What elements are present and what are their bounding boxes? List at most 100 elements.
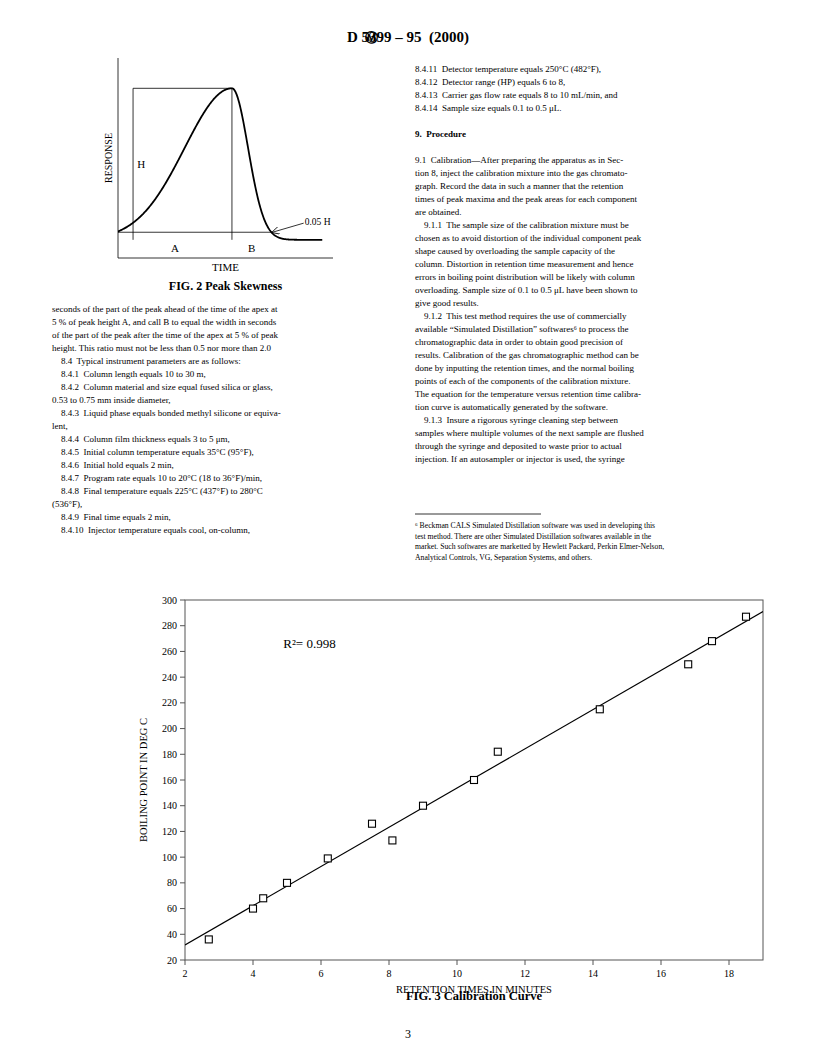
page-title: D 5399 – 95 (2000) [347, 29, 469, 46]
x-tick-label: 8 [387, 968, 392, 979]
body-text: height. This ratio must not be less than… [52, 343, 272, 353]
y-tick-label: 100 [162, 852, 177, 863]
y-tick-label: 200 [162, 723, 177, 734]
body-text: available “Simulated Distillation” softw… [415, 324, 629, 334]
annotation: A [171, 242, 179, 254]
x-tick [321, 960, 322, 965]
body-text: 8.4.4 Column film thickness equals 3 to … [52, 434, 230, 444]
x-tick-label: 4 [251, 968, 256, 979]
body-text: 8.4.13 Carrier gas flow rate equals 8 to… [415, 90, 618, 100]
body-text: 5 % of peak height A, and call B to equa… [52, 317, 277, 327]
y-tick-label: 180 [162, 749, 177, 760]
body-text: give good results. [415, 298, 479, 308]
body-text: 8.4.11 Detector temperature equals 250°C… [415, 64, 601, 74]
body-text: 8.4.2 Column material and size equal fus… [52, 382, 273, 392]
body-text: 8.4.10 Injector temperature equals cool,… [52, 525, 250, 535]
body-text: 8.4.14 Sample size equals 0.1 to 0.5 μL. [415, 103, 562, 113]
x-axis-line [118, 258, 333, 259]
section-heading: 9. Procedure [415, 129, 466, 139]
body-text: 8.4.7 Program rate equals 10 to 20°C (18… [52, 473, 262, 483]
x-tick-label: 2 [183, 968, 188, 979]
body-text: 9.1.2 This test method requires the use … [415, 311, 627, 321]
body-text: (536°F), [52, 499, 82, 509]
body-text: The equation for the temperature versus … [415, 389, 641, 399]
y-tick-label: 40 [167, 929, 177, 940]
point [709, 638, 716, 645]
footnote: test method. There are other Simulated D… [415, 532, 652, 541]
point [260, 895, 267, 902]
y-tick-label: 160 [162, 775, 177, 786]
chart-title: FIG. 2 Peak Skewness [169, 279, 283, 293]
body-text: 8.4.12 Detector range (HP) equals 6 to 8… [415, 77, 565, 87]
fit-line [185, 611, 763, 944]
body-text: are obtained. [415, 207, 461, 217]
x-tick-label: 12 [520, 968, 530, 979]
point [250, 905, 257, 912]
y-tick [180, 702, 185, 703]
body-text: 0.53 to 0.75 mm inside diameter, [52, 395, 171, 405]
x-tick-label: 18 [724, 968, 734, 979]
y-tick-label: 240 [162, 672, 177, 683]
y-tick [180, 857, 185, 858]
point [324, 855, 331, 862]
schematic-peak [118, 88, 322, 240]
footnote: ⁶ Beckman CALS Simulated Distillation so… [415, 521, 655, 530]
y-tick-label: 120 [162, 826, 177, 837]
footnote-rule [415, 514, 541, 515]
body-text: seconds of the part of the peak ahead of… [52, 304, 278, 314]
y-axis-label: RESPONSE [103, 133, 114, 183]
x-axis-label: TIME [212, 261, 239, 273]
y-axis-line [118, 58, 119, 258]
point [389, 837, 396, 844]
body-text: chosen as to avoid distortion of the ind… [415, 233, 642, 243]
x-tick-label: 10 [452, 968, 462, 979]
body-text: 8.4.6 Initial hold equals 2 min, [52, 460, 174, 470]
y-tick-label: 260 [162, 646, 177, 657]
point [685, 661, 692, 668]
body-text: done by inputting the retention times, a… [415, 363, 634, 373]
x-tick [729, 960, 730, 965]
point [471, 777, 478, 784]
body-text: 8.4.8 Final temperature equals 225°C (43… [52, 486, 263, 496]
body-text: points of each of the components of the … [415, 376, 630, 386]
body-text: overloading. Sample size of 0.1 to 0.5 μ… [415, 285, 638, 295]
x-tick-label: 14 [588, 968, 598, 979]
point [284, 879, 291, 886]
body-text: 8.4.5 Initial column temperature equals … [52, 447, 254, 457]
y-tick [180, 677, 185, 678]
chart-title: FIG. 3 Calibration Curve [406, 989, 543, 1003]
point [420, 802, 427, 809]
annotation: B [248, 242, 255, 254]
y-tick [180, 831, 185, 832]
page-number: 3 [405, 1027, 411, 1041]
footnote: Analytical Controls, VG, Separation Syst… [415, 553, 592, 562]
x-tick [525, 960, 526, 965]
body-text: 8.4.1 Column length equals 10 to 30 m, [52, 369, 206, 379]
body-text: results. Calibration of the gas chromato… [415, 350, 639, 360]
y-tick [180, 651, 185, 652]
x-tick [457, 960, 458, 965]
annotation: 0.05 H [305, 217, 331, 227]
body-text: tion curve is automatically generated by… [415, 402, 608, 412]
body-text: shape caused by overloading the sample c… [415, 246, 615, 256]
body-text: of the part of the peak after the time o… [52, 330, 278, 340]
y-tick-label: 280 [162, 620, 177, 631]
page: ⓂD 5399 – 95 (2000)HAB0.05 HTIMERESPONSE… [0, 0, 816, 1056]
body-text: 8.4.3 Liquid phase equals bonded methyl … [52, 408, 281, 418]
y-tick [180, 805, 185, 806]
height-line [133, 88, 134, 240]
y-tick [180, 728, 185, 729]
annotation: R²= 0.998 [283, 636, 335, 651]
body-text: tion 8, inject the calibration mixture i… [415, 168, 627, 178]
body-text: column. Distortion in retention time mea… [415, 259, 633, 269]
body-text: lent, [52, 421, 68, 431]
body-text: 9.1.3 Insure a rigorous syringe cleaning… [415, 415, 618, 425]
y-tick-label: 80 [167, 877, 177, 888]
y-tick [180, 908, 185, 909]
body-text: chromatographic data in order to obtain … [415, 337, 623, 347]
page-background [0, 0, 816, 1056]
y-tick [180, 754, 185, 755]
point [596, 706, 603, 713]
x-tick-label: 6 [319, 968, 324, 979]
y-tick [180, 600, 185, 601]
